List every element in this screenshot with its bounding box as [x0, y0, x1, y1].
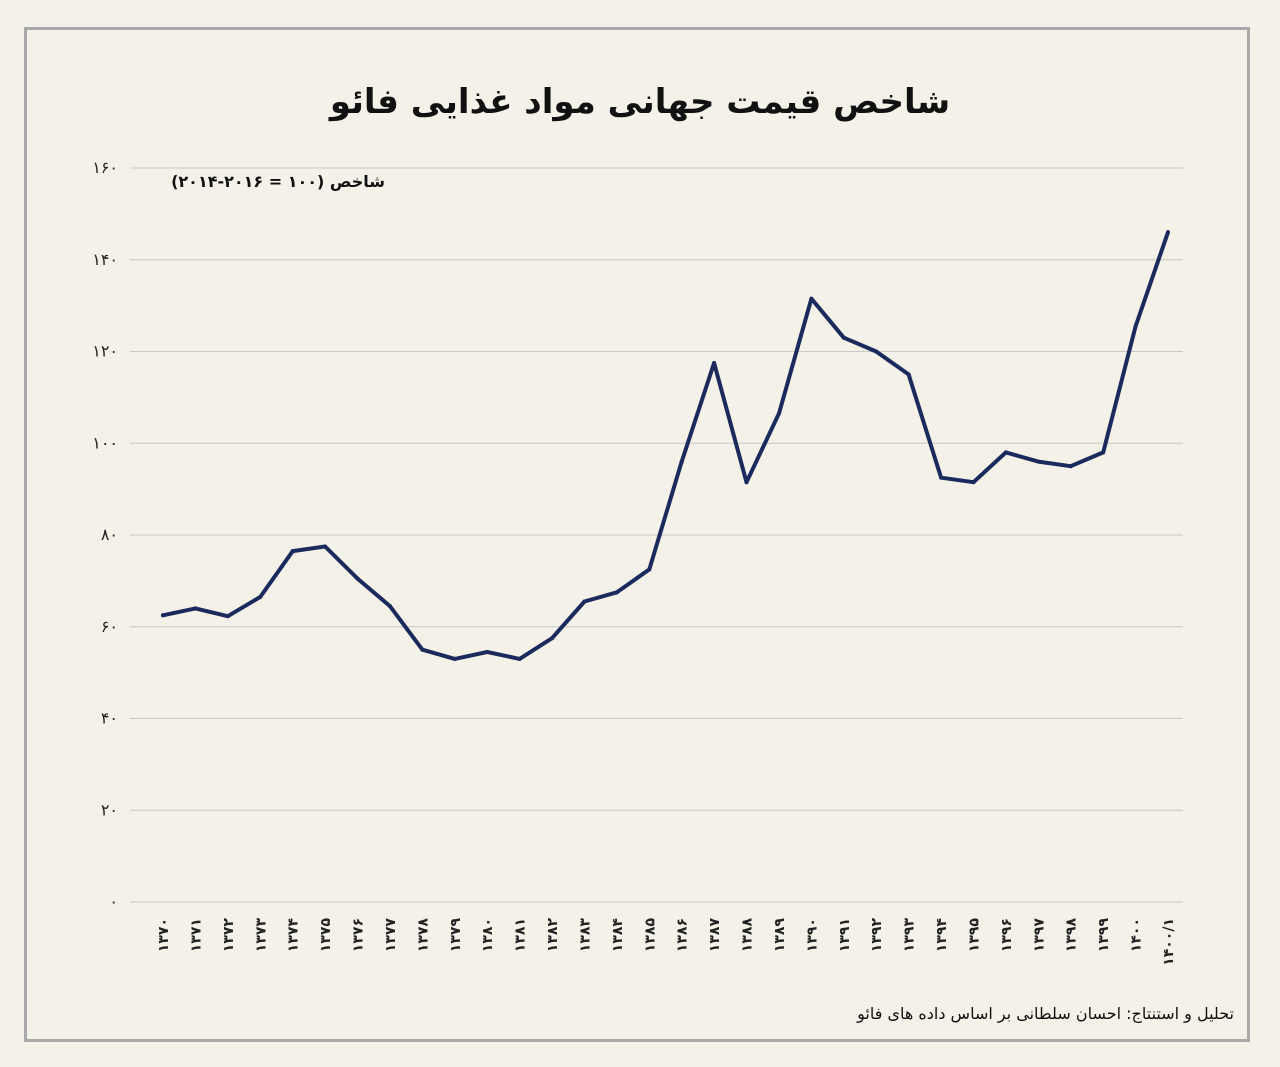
data-point [971, 480, 976, 485]
y-tick-label: ۶۰ [101, 617, 118, 636]
x-tick-label: ۱۳۹۱ [837, 918, 853, 952]
data-point [1068, 464, 1073, 469]
data-point [290, 549, 295, 554]
data-point [647, 567, 652, 572]
y-axis-ticks: ۰ ۲۰ ۴۰ ۶۰ ۸۰ ۱۰۰ ۱۲۰ ۱۴۰ ۱۶۰ [92, 158, 118, 911]
data-point [420, 647, 425, 652]
x-tick-label: ۱۳۹۹ [1096, 918, 1112, 953]
data-point [809, 296, 814, 301]
data-point [874, 349, 879, 354]
data-point [323, 544, 328, 549]
data-point [776, 411, 781, 416]
x-tick-label: ۱۳۷۰ [156, 918, 172, 952]
x-tick-label: ۱۳۷۳ [253, 918, 269, 953]
y-tick-label: ۱۶۰ [92, 158, 118, 177]
data-point [1133, 324, 1138, 329]
x-tick-label: ۱۴۰۰ [1129, 918, 1145, 952]
y-tick-label: ۱۲۰ [92, 342, 118, 361]
data-point [679, 459, 684, 464]
x-tick-label: ۱۳۷۶ [351, 918, 367, 952]
data-point [841, 335, 846, 340]
x-tick-label: ۱۳۸۳ [577, 918, 593, 953]
data-point [712, 360, 717, 365]
x-tick-label: ۱۳۹۰ [804, 918, 820, 952]
x-tick-label: ۱۳۸۱ [513, 918, 529, 952]
data-point [452, 656, 457, 661]
data-point [906, 372, 911, 377]
x-tick-label: ۱۳۷۲ [221, 918, 237, 953]
series-group [161, 230, 1170, 661]
x-tick-label: ۱۳۸۸ [740, 918, 756, 953]
y-tick-label: ۱۴۰ [92, 250, 118, 269]
x-tick-label: ۱۳۹۸ [1064, 918, 1080, 953]
source-note: تحلیل و استنتاج: احسان سلطانی بر اساس دا… [857, 1004, 1234, 1023]
data-point [1036, 459, 1041, 464]
data-point [582, 599, 587, 604]
data-point [939, 475, 944, 480]
data-point [550, 636, 555, 641]
x-tick-label: ۱۳۹۲ [869, 918, 885, 953]
data-point [193, 606, 198, 611]
y-axis-unit-label: شاخص (۱۰۰ = ۲۰۱۶-۲۰۱۴) [171, 172, 385, 191]
x-tick-label: ۱۳۹۳ [902, 918, 918, 953]
x-tick-label: ۱۳۹۵ [966, 918, 982, 953]
data-point [744, 480, 749, 485]
x-tick-label: ۱۳۷۷ [383, 918, 399, 953]
data-point [1101, 450, 1106, 455]
series-line [161, 230, 1170, 661]
x-tick-label: ۱۳۸۵ [642, 918, 658, 953]
x-tick-label: ۱۳۸۷ [707, 918, 723, 953]
x-tick-label: ۱۳۸۰ [480, 918, 496, 952]
x-tick-label: ۱۳۸۶ [675, 918, 691, 952]
data-point [1166, 230, 1170, 235]
x-tick-label: ۱۳۸۲ [545, 918, 561, 953]
data-point [517, 656, 522, 661]
chart-title: شاخص قیمت جهانی مواد غذایی فائو [329, 82, 951, 122]
y-tick-label: ۲۰ [101, 800, 118, 819]
x-tick-label: ۱۳۹۷ [1031, 918, 1047, 953]
data-point [1003, 450, 1008, 455]
x-tick-label: ۱۳۷۵ [318, 918, 334, 953]
x-tick-label: ۱۳۹۴ [934, 918, 950, 953]
grid-lines [130, 167, 1183, 903]
data-point [355, 576, 360, 581]
x-axis-ticks: ۱۳۷۰ ۱۳۷۱ ۱۳۷۲ ۱۳۷۳ ۱۳۷۴ ۱۳۷۵ ۱۳۷۶ ۱۳۷۷ ۱۳۷۸ ۱۳۷۹… [156, 918, 1177, 966]
data-point [225, 614, 230, 619]
y-tick-label: ۱۰۰ [92, 433, 118, 452]
x-tick-label: ۱۳۷۹ [448, 918, 464, 953]
x-tick-label: ۱۳۷۴ [286, 918, 302, 953]
data-point [387, 604, 392, 609]
x-tick-label: ۱۳۸۹ [772, 918, 788, 953]
y-tick-label: ۰ [109, 892, 118, 911]
y-tick-label: ۴۰ [101, 709, 118, 728]
data-point [161, 613, 165, 618]
x-tick-label: ۱۳۹۶ [999, 918, 1015, 952]
data-point [258, 594, 263, 599]
data-point [614, 590, 619, 595]
x-tick-label: ۱۴۰۰/۱ [1161, 918, 1177, 966]
x-tick-label: ۱۳۸۴ [610, 918, 626, 953]
y-tick-label: ۸۰ [101, 525, 118, 544]
data-point [485, 649, 490, 654]
x-tick-label: ۱۳۷۸ [415, 918, 431, 953]
x-tick-label: ۱۳۷۱ [188, 918, 204, 952]
